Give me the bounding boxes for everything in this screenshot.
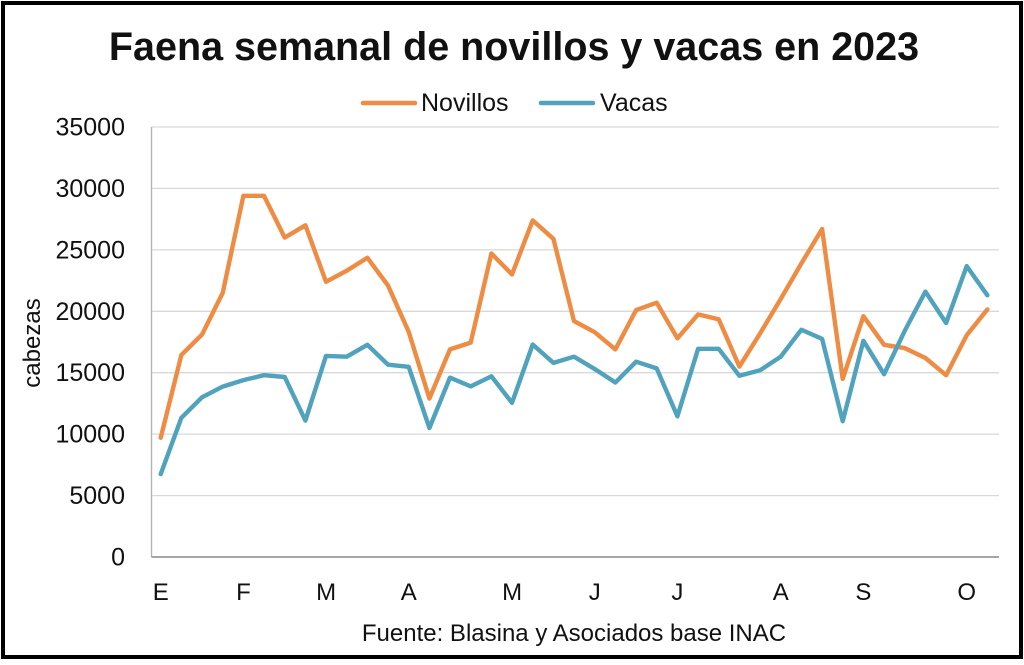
svg-text:cabezas: cabezas [19, 298, 46, 387]
svg-text:Novillos: Novillos [421, 89, 509, 117]
svg-text:S: S [855, 579, 871, 606]
svg-text:15000: 15000 [55, 359, 125, 387]
svg-text:Fuente: Blasina y Asociados ba: Fuente: Blasina y Asociados base INAC [362, 620, 786, 647]
svg-text:A: A [773, 579, 789, 606]
svg-text:Vacas: Vacas [600, 89, 668, 117]
svg-text:J: J [671, 579, 683, 606]
svg-text:F: F [236, 579, 251, 606]
svg-text:O: O [957, 579, 976, 606]
svg-text:0: 0 [111, 544, 125, 572]
svg-text:25000: 25000 [55, 236, 125, 264]
svg-text:E: E [153, 579, 169, 606]
svg-text:J: J [589, 579, 601, 606]
svg-text:M: M [316, 579, 336, 606]
svg-text:20000: 20000 [55, 298, 125, 326]
svg-text:5000: 5000 [69, 482, 125, 510]
svg-text:10000: 10000 [55, 421, 125, 449]
svg-text:Faena semanal de novillos y va: Faena semanal de novillos y vacas en 202… [109, 25, 919, 69]
svg-text:30000: 30000 [55, 175, 125, 203]
svg-text:M: M [502, 579, 522, 606]
svg-text:35000: 35000 [55, 114, 125, 142]
svg-text:A: A [401, 579, 417, 606]
